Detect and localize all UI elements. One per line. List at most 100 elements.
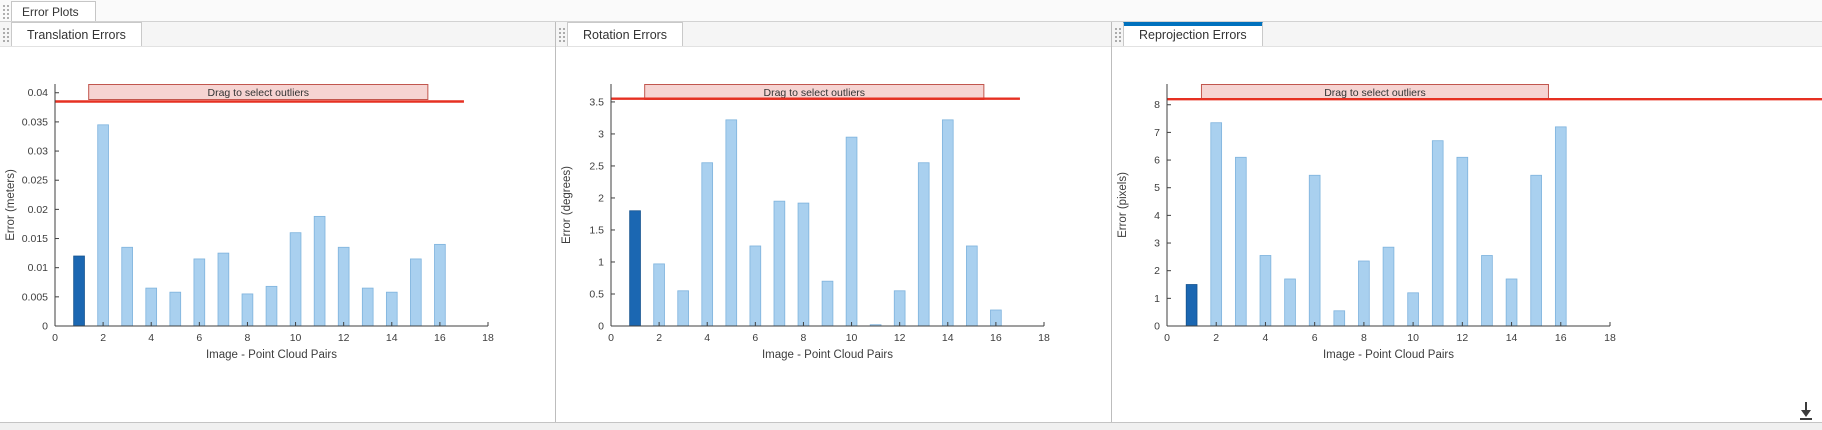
bar[interactable] xyxy=(917,162,930,327)
x-tick-label: 10 xyxy=(290,332,302,344)
tab-error-plots-label: Error Plots xyxy=(22,4,79,19)
bar[interactable] xyxy=(1554,126,1567,327)
bar[interactable] xyxy=(1407,292,1419,327)
panel-grip[interactable] xyxy=(2,27,9,43)
bar[interactable] xyxy=(725,119,738,327)
bar[interactable] xyxy=(677,290,689,327)
x-tick-label: 0 xyxy=(608,332,614,344)
bar[interactable] xyxy=(193,258,206,327)
bar[interactable] xyxy=(1358,260,1370,327)
bar[interactable] xyxy=(1333,310,1346,327)
bar[interactable] xyxy=(1505,278,1518,327)
bar[interactable] xyxy=(121,246,133,327)
bar[interactable] xyxy=(1259,255,1272,327)
bar[interactable] xyxy=(1481,255,1493,327)
x-tick-label: 16 xyxy=(1555,332,1567,344)
y-tick-label: 1 xyxy=(598,256,604,268)
tab-reprojection-errors-label: Reprojection Errors xyxy=(1139,27,1247,42)
panel-grip[interactable] xyxy=(558,27,565,43)
bar[interactable] xyxy=(337,246,350,327)
bar[interactable] xyxy=(313,215,326,327)
selected-bar[interactable] xyxy=(629,210,641,327)
tab-error-plots[interactable]: Error Plots xyxy=(11,1,96,21)
bar[interactable] xyxy=(653,263,665,327)
x-axis-label: Image - Point Cloud Pairs xyxy=(762,349,893,361)
bar[interactable] xyxy=(821,280,834,327)
dock-button[interactable] xyxy=(1794,398,1818,422)
bar[interactable] xyxy=(1382,246,1395,327)
bar[interactable] xyxy=(749,245,762,327)
x-tick-label: 2 xyxy=(1213,332,1219,344)
selected-bar[interactable] xyxy=(1185,284,1198,327)
bar[interactable] xyxy=(145,287,158,327)
bar[interactable] xyxy=(941,119,954,327)
bar[interactable] xyxy=(385,291,398,327)
bar[interactable] xyxy=(265,285,278,327)
bar[interactable] xyxy=(797,202,810,327)
y-tick-label: 7 xyxy=(1154,127,1160,139)
y-tick-label: 2 xyxy=(598,192,604,204)
translation-errors-chart[interactable]: Drag to select outliers 0 0.005 0.01 0.015 0.… xyxy=(0,47,555,422)
translation-errors-tab-bar: Translation Errors xyxy=(0,22,555,47)
outlier-band-label: Drag to select outliers xyxy=(207,87,309,99)
bar[interactable] xyxy=(1530,174,1542,327)
x-tick-label: 4 xyxy=(1263,332,1269,344)
x-tick-label: 10 xyxy=(846,332,858,344)
tab-translation-errors[interactable]: Translation Errors xyxy=(11,22,142,46)
bar[interactable] xyxy=(845,136,858,327)
outlier-select-band[interactable] xyxy=(88,84,429,100)
x-tick-label: 18 xyxy=(1604,332,1616,344)
panel-grip[interactable] xyxy=(1114,27,1121,43)
outlier-band-label: Drag to select outliers xyxy=(1324,87,1426,99)
x-tick-label: 14 xyxy=(386,332,398,344)
bar[interactable] xyxy=(1431,140,1444,327)
bar[interactable] xyxy=(1235,156,1247,327)
y-tick-label: 0.03 xyxy=(28,146,49,158)
panel-reprojection-errors: Reprojection Errors Drag to select outli… xyxy=(1112,22,1822,422)
rotation-errors-tab-bar: Rotation Errors xyxy=(556,22,1111,47)
x-tick-label: 8 xyxy=(1361,332,1367,344)
y-tick-label: 0 xyxy=(42,321,48,333)
bar[interactable] xyxy=(289,232,302,327)
rotation-errors-chart-area: Drag to select outliers 0 0.5 1 1.5 2 2.5 3 3.5 0… xyxy=(556,47,1111,422)
x-tick-label: 14 xyxy=(1506,332,1518,344)
bar[interactable] xyxy=(169,291,182,327)
bar[interactable] xyxy=(434,243,446,327)
x-tick-label: 2 xyxy=(100,332,106,344)
bar[interactable] xyxy=(410,258,422,327)
y-tick-label: 0.005 xyxy=(22,291,48,303)
rotation-errors-chart[interactable]: Drag to select outliers 0 0.5 1 1.5 2 2.5 3 3.5 0… xyxy=(556,47,1111,422)
x-tick-label: 18 xyxy=(482,332,494,344)
y-tick-label: 0 xyxy=(598,321,604,333)
tab-rotation-errors[interactable]: Rotation Errors xyxy=(567,22,684,46)
bar[interactable] xyxy=(773,200,786,327)
panel-rotation-errors: Rotation Errors Drag to select outliers 0… xyxy=(556,22,1112,422)
bar[interactable] xyxy=(701,162,714,327)
bottom-strip xyxy=(0,422,1822,430)
bar[interactable] xyxy=(966,245,978,327)
bar[interactable] xyxy=(217,252,230,327)
x-tick-label: 0 xyxy=(52,332,58,344)
selected-bar[interactable] xyxy=(73,255,85,327)
x-tick-label: 4 xyxy=(704,332,710,344)
bar[interactable] xyxy=(893,290,906,327)
bar[interactable] xyxy=(1284,278,1296,327)
panel-translation-errors: Translation Errors Drag to select outlie… xyxy=(0,22,556,422)
y-tick-label: 2.5 xyxy=(589,160,604,172)
bar[interactable] xyxy=(97,124,109,327)
bar[interactable] xyxy=(1308,174,1321,327)
bar[interactable] xyxy=(1210,122,1223,327)
x-tick-label: 12 xyxy=(1456,332,1468,344)
bar[interactable] xyxy=(241,293,254,327)
plots-container: Translation Errors Drag to select outlie… xyxy=(0,22,1822,422)
dock-arrow-icon xyxy=(1800,402,1812,420)
y-tick-label: 1 xyxy=(1154,293,1160,305)
x-tick-label: 6 xyxy=(752,332,758,344)
tab-reprojection-errors[interactable]: Reprojection Errors xyxy=(1123,22,1263,46)
x-axis-label: Image - Point Cloud Pairs xyxy=(1323,349,1454,361)
tab-bar-grip[interactable] xyxy=(2,4,10,19)
x-tick-label: 16 xyxy=(434,332,446,344)
bar[interactable] xyxy=(1456,156,1469,327)
bar[interactable] xyxy=(361,287,374,327)
